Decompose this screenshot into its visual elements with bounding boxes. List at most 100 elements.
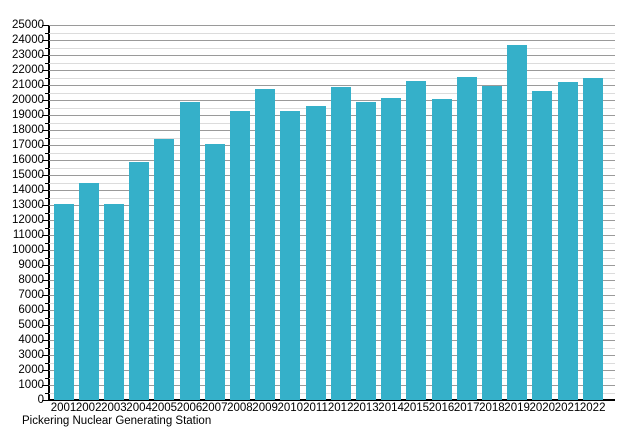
x-tick-label: 2008: [227, 402, 253, 414]
bar-2020: [532, 91, 553, 400]
bar-2019: [507, 44, 528, 400]
y-tick-label: 11000: [12, 229, 44, 241]
y-axis-tick: [42, 400, 48, 401]
y-tick-label: 20000: [12, 94, 44, 106]
x-axis: [48, 399, 615, 401]
x-tick-label: 2012: [327, 402, 354, 414]
y-axis-tick: [42, 100, 48, 101]
y-axis-tick: [42, 70, 48, 71]
major-gridline: [49, 70, 615, 71]
x-tick-label: 2017: [453, 402, 480, 414]
x-tick-label: 2019: [504, 402, 530, 414]
bar-2012: [330, 87, 351, 400]
y-axis-tick: [42, 355, 48, 356]
bar-2022: [582, 78, 603, 400]
y-axis-tick: [45, 272, 48, 274]
plot-area: [42, 25, 615, 401]
bar-2011: [305, 106, 326, 400]
y-tick-label: 9000: [18, 259, 44, 271]
x-tick-label: 2003: [101, 402, 127, 414]
minor-gridline: [49, 62, 615, 64]
bar-2003: [103, 203, 124, 400]
y-tick-label: 17000: [12, 139, 44, 151]
major-gridline: [49, 40, 615, 41]
y-axis-tick: [42, 115, 48, 116]
y-tick-label: 6000: [18, 304, 44, 316]
bar-2001: [53, 203, 74, 400]
x-tick-label: 2005: [151, 402, 178, 414]
y-axis-tick: [42, 25, 48, 26]
x-tick-label: 2007: [201, 402, 228, 414]
y-tick-label: 3000: [18, 349, 44, 361]
x-tick-label: 2011: [303, 402, 328, 414]
x-tick-label: 2001: [50, 402, 77, 414]
y-tick-label: 25000: [12, 19, 44, 31]
y-axis-tick: [42, 130, 48, 131]
y-tick-label: 15000: [12, 169, 44, 181]
y-axis-tick: [45, 377, 48, 379]
y-axis-tick: [42, 160, 48, 161]
y-axis-tick: [42, 145, 48, 146]
y-tick-label: 24000: [12, 34, 44, 46]
y-axis-tick: [45, 182, 48, 184]
y-tick-label: 16000: [12, 154, 44, 166]
bar-2005: [154, 139, 175, 400]
bar-2007: [204, 143, 225, 400]
y-axis-tick: [45, 392, 48, 394]
y-axis-tick: [45, 317, 48, 319]
y-axis-tick: [42, 370, 48, 371]
y-tick-label: 19000: [12, 109, 44, 121]
y-axis-tick: [42, 280, 48, 281]
x-tick-label: 2009: [252, 402, 278, 414]
y-axis-tick: [45, 62, 48, 64]
y-tick-label: 21000: [12, 79, 44, 91]
y-tick-label: 10000: [12, 244, 44, 256]
y-axis-tick: [45, 302, 48, 304]
y-tick-label: 0: [37, 394, 44, 406]
bar-2010: [280, 111, 301, 400]
y-axis-tick: [45, 152, 48, 154]
x-tick-label: 2010: [277, 402, 304, 414]
y-axis-tick: [45, 122, 48, 124]
minor-gridline: [49, 32, 615, 34]
y-tick-label: 5000: [18, 319, 44, 331]
y-axis-tick: [45, 212, 48, 214]
minor-gridline: [49, 47, 615, 49]
y-axis-tick: [42, 55, 48, 56]
y-axis-tick: [45, 167, 48, 169]
bar-2014: [381, 97, 402, 400]
bar-2006: [179, 101, 200, 400]
major-gridline: [49, 55, 615, 56]
y-tick-label: 14000: [12, 184, 44, 196]
y-axis-tick: [42, 175, 48, 176]
major-gridline: [49, 25, 615, 26]
y-tick-label: 2000: [18, 364, 44, 376]
x-tick-label: 2014: [378, 402, 404, 414]
x-tick-label: 2018: [479, 402, 505, 414]
bar-2016: [431, 99, 452, 400]
x-tick-label: 2021: [554, 402, 581, 414]
x-tick-label: 2015: [403, 402, 430, 414]
x-tick-label: 2006: [176, 402, 203, 414]
x-tick-label: 2004: [126, 402, 152, 414]
bar-2015: [406, 80, 427, 400]
y-axis-tick: [45, 77, 48, 79]
bar-2009: [255, 88, 276, 400]
y-axis-tick: [42, 340, 48, 341]
y-axis-tick: [42, 385, 48, 386]
y-axis-tick: [45, 362, 48, 364]
y-axis-tick: [42, 220, 48, 221]
y-axis-tick: [42, 265, 48, 266]
x-tick-label: 2013: [353, 402, 379, 414]
y-axis-tick: [42, 250, 48, 251]
y-axis-tick: [45, 137, 48, 139]
bar-2002: [78, 182, 99, 400]
x-tick-label: 2016: [428, 402, 455, 414]
y-axis-tick: [45, 47, 48, 49]
y-axis-tick: [45, 287, 48, 289]
minor-gridline: [49, 77, 615, 79]
y-tick-label: 4000: [18, 334, 44, 346]
bar-2017: [456, 76, 477, 400]
x-tick-label: 2022: [579, 402, 606, 414]
